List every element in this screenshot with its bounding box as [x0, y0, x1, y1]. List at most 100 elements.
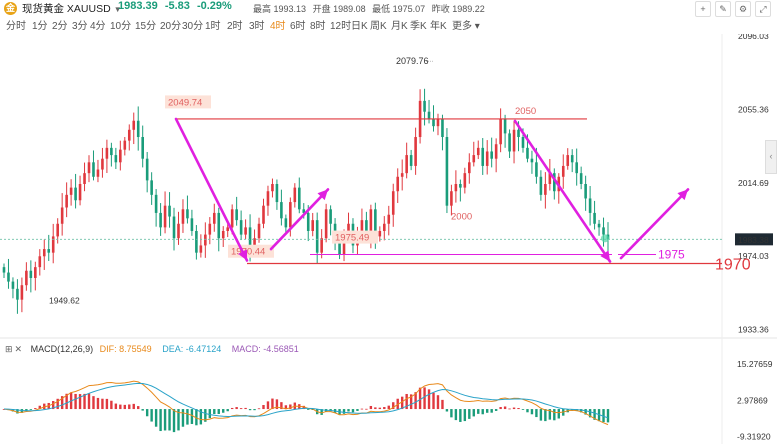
candle-body [248, 227, 252, 250]
current-price-dot [601, 234, 609, 243]
macd-header: ⊞✕ MACD(12,26,9) DIF: 8.75549 DEA: -6.47… [5, 344, 307, 355]
candle-body [65, 194, 68, 208]
macd-bar [38, 405, 41, 410]
settings-icon[interactable]: ⚙ [735, 1, 751, 17]
macd-bar [503, 406, 507, 410]
timeframe-13[interactable]: 6时 [290, 21, 306, 32]
candle-body [69, 187, 73, 195]
candle-body [7, 272, 10, 282]
price-chart[interactable]: 2096.03 2055.36 2014.69 1974.03 1933.36 1983.… [0, 34, 777, 444]
timeframe-18[interactable]: 月K [391, 21, 408, 32]
candle-body [96, 169, 100, 177]
candle-body [235, 209, 238, 221]
timeframe-4[interactable]: 4分 [90, 21, 106, 32]
macd-bar [87, 393, 91, 410]
macd-bar [163, 409, 167, 431]
candle-body [409, 155, 413, 166]
arrow-up-1-shaft [269, 188, 330, 251]
macd-bar [445, 409, 449, 412]
macd-bar [347, 409, 350, 412]
timeframe-20[interactable]: 年K [430, 21, 447, 32]
timeframe-17[interactable]: 周K [370, 21, 387, 32]
macd-bar [275, 399, 279, 410]
indicator-controls-icon[interactable]: ⊞✕ [5, 344, 25, 354]
candle-body [172, 216, 176, 239]
macd-bar [320, 409, 323, 415]
macd-bar [230, 407, 234, 410]
collapse-handle[interactable]: ‹ [765, 140, 777, 174]
chevron-down-icon: ▼ [113, 5, 122, 14]
candle-body [584, 184, 587, 199]
candle-body [212, 212, 216, 224]
timeframe-1[interactable]: 1分 [32, 21, 48, 32]
macd-bar [190, 409, 194, 424]
arrow-down-1-shaft [174, 117, 249, 262]
annotation-1975: 1975 [658, 247, 685, 261]
candle-body [548, 173, 552, 184]
plus-icon[interactable]: + [695, 1, 711, 17]
candle-body [141, 137, 144, 159]
symbol-selector[interactable]: 现货黄金 XAUUSD ▼ [22, 1, 122, 16]
price-change: -5.83 [164, 0, 190, 12]
timeframe-9[interactable]: 1时 [205, 21, 221, 32]
candle-body [159, 212, 162, 228]
timeframe-11[interactable]: 3时 [249, 21, 265, 32]
candle-body [42, 249, 46, 257]
macd-bar [481, 409, 484, 415]
expand-icon[interactable]: ⤢ [755, 1, 771, 17]
candle-body [168, 205, 171, 217]
candle-body [382, 223, 386, 231]
macd-y-tick-0: 15.27659 [737, 359, 773, 369]
timeframe-19[interactable]: 季K [410, 21, 427, 32]
macd-bar [83, 393, 86, 410]
macd-bar [141, 409, 144, 411]
candle-body [472, 155, 476, 163]
label-1975-49: 1975.49 [335, 233, 369, 244]
candle-body [181, 209, 185, 224]
candle-body [360, 220, 364, 231]
timeframe-7[interactable]: 20分 [160, 21, 182, 32]
timeframe-3[interactable]: 3分 [72, 21, 88, 32]
macd-bar [405, 393, 408, 410]
macd-bar [508, 408, 511, 410]
candle-body [508, 133, 511, 152]
timeframe-8[interactable]: 30分 [182, 21, 204, 32]
candle-body [387, 214, 391, 224]
macd-bar [307, 409, 310, 410]
macd-bar [494, 409, 498, 411]
candle-body [230, 209, 234, 228]
label-2049-74: 2049.74 [168, 97, 202, 108]
timeframe-2[interactable]: 2分 [52, 21, 68, 32]
timeframe-5[interactable]: 10分 [110, 21, 132, 32]
macd-bar [302, 405, 305, 410]
candle-body [445, 137, 449, 206]
timeframe-15[interactable]: 12时 [330, 21, 352, 32]
timeframe-14[interactable]: 8时 [310, 21, 326, 32]
arrow-down-1-head [238, 249, 247, 261]
macd-bar [137, 406, 140, 410]
macd-bar [579, 409, 583, 413]
candle-body [87, 162, 91, 174]
candle-body [105, 147, 109, 159]
timeframe-16[interactable]: 日K [351, 21, 368, 32]
candle-body [204, 234, 207, 246]
candle-body [315, 220, 319, 253]
macd-bar [78, 394, 82, 410]
macd-bar [34, 408, 37, 410]
macd-bar [369, 405, 373, 410]
macd-bar [60, 396, 64, 410]
macd-bar [356, 409, 359, 411]
pencil-icon[interactable]: ✎ [715, 1, 731, 17]
candle-body [29, 270, 33, 278]
timeframe-12[interactable]: 4时 [270, 21, 286, 32]
timeframe-0[interactable]: 分时 [6, 21, 26, 32]
candle-body [468, 162, 471, 174]
timeframe-21[interactable]: 更多 ▾ [452, 21, 480, 32]
price-readout: 1983.39 -5.83 -0.29% [118, 0, 232, 12]
candle-body [396, 176, 400, 192]
stat-prev-close: 昨收 1989.22 [431, 4, 485, 14]
candle-body [123, 140, 127, 150]
candle-body [83, 173, 86, 184]
timeframe-10[interactable]: 2时 [227, 21, 243, 32]
timeframe-6[interactable]: 15分 [135, 21, 157, 32]
